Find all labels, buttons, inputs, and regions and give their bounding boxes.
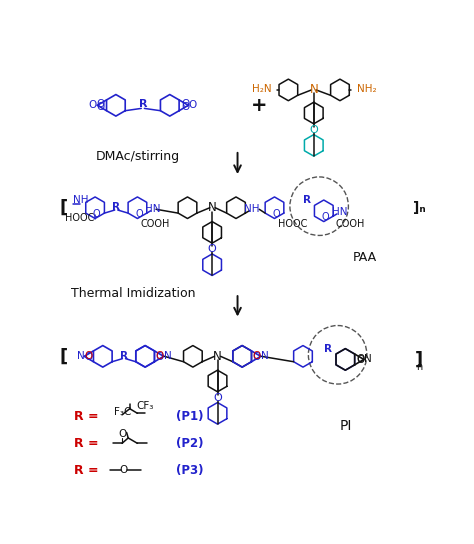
Text: O: O [272,209,280,219]
Text: COOH: COOH [140,219,170,229]
Text: H₂N: H₂N [252,84,271,94]
Text: O: O [310,125,318,135]
Text: O: O [96,102,104,112]
Text: N: N [213,350,222,363]
Text: +: + [251,96,267,115]
Text: R: R [112,202,120,212]
Text: [: [ [59,199,68,217]
Text: R =: R = [74,437,99,450]
Text: (P3): (P3) [176,464,203,477]
Text: O: O [181,99,190,109]
Text: O: O [321,212,329,222]
Text: O: O [118,429,126,439]
Text: N: N [310,83,318,96]
Text: O: O [84,350,92,361]
Text: O: O [119,465,128,475]
Text: (P1): (P1) [176,410,203,423]
Text: PAA: PAA [353,251,377,264]
Text: R: R [303,195,311,205]
Text: O: O [135,209,143,219]
Text: N: N [364,355,372,364]
Text: HOOC: HOOC [278,219,308,229]
Text: [: [ [59,347,68,366]
Text: ]: ] [415,350,423,368]
Text: Thermal Imidization: Thermal Imidization [71,287,196,300]
Text: O: O [253,352,261,362]
Text: F₃C: F₃C [114,407,132,417]
Text: HN: HN [331,207,347,218]
Text: HN: HN [145,204,161,214]
Text: CF₃: CF₃ [136,401,153,411]
Text: O: O [253,350,261,361]
Text: O: O [189,100,197,110]
Text: DMAc/stirring: DMAc/stirring [95,150,180,163]
Text: O: O [356,354,364,363]
Text: R =: R = [74,464,99,477]
Text: N: N [208,201,217,214]
Text: N: N [261,351,268,361]
Text: N: N [77,351,84,361]
Text: R: R [138,99,147,109]
Text: (P2): (P2) [176,437,203,450]
Text: n: n [416,362,422,372]
Text: COOH: COOH [336,219,365,229]
Text: O: O [213,393,222,403]
Text: O: O [156,350,164,361]
Text: R: R [120,350,128,361]
Text: O: O [356,355,364,365]
Text: NH: NH [73,195,88,205]
Text: NH: NH [244,204,259,214]
Text: PI: PI [339,419,352,432]
Text: O: O [84,352,92,362]
Text: N: N [164,351,172,361]
Text: O: O [93,209,100,219]
Text: O: O [156,352,164,362]
Text: ]ₙ: ]ₙ [413,201,426,215]
Text: R: R [324,344,332,354]
Text: NH₂: NH₂ [357,84,377,94]
Text: O: O [181,102,190,112]
Text: O: O [208,244,217,254]
Text: O: O [89,100,97,110]
Text: HOOC: HOOC [65,213,94,222]
Text: O: O [96,99,104,109]
Text: R =: R = [74,410,99,423]
